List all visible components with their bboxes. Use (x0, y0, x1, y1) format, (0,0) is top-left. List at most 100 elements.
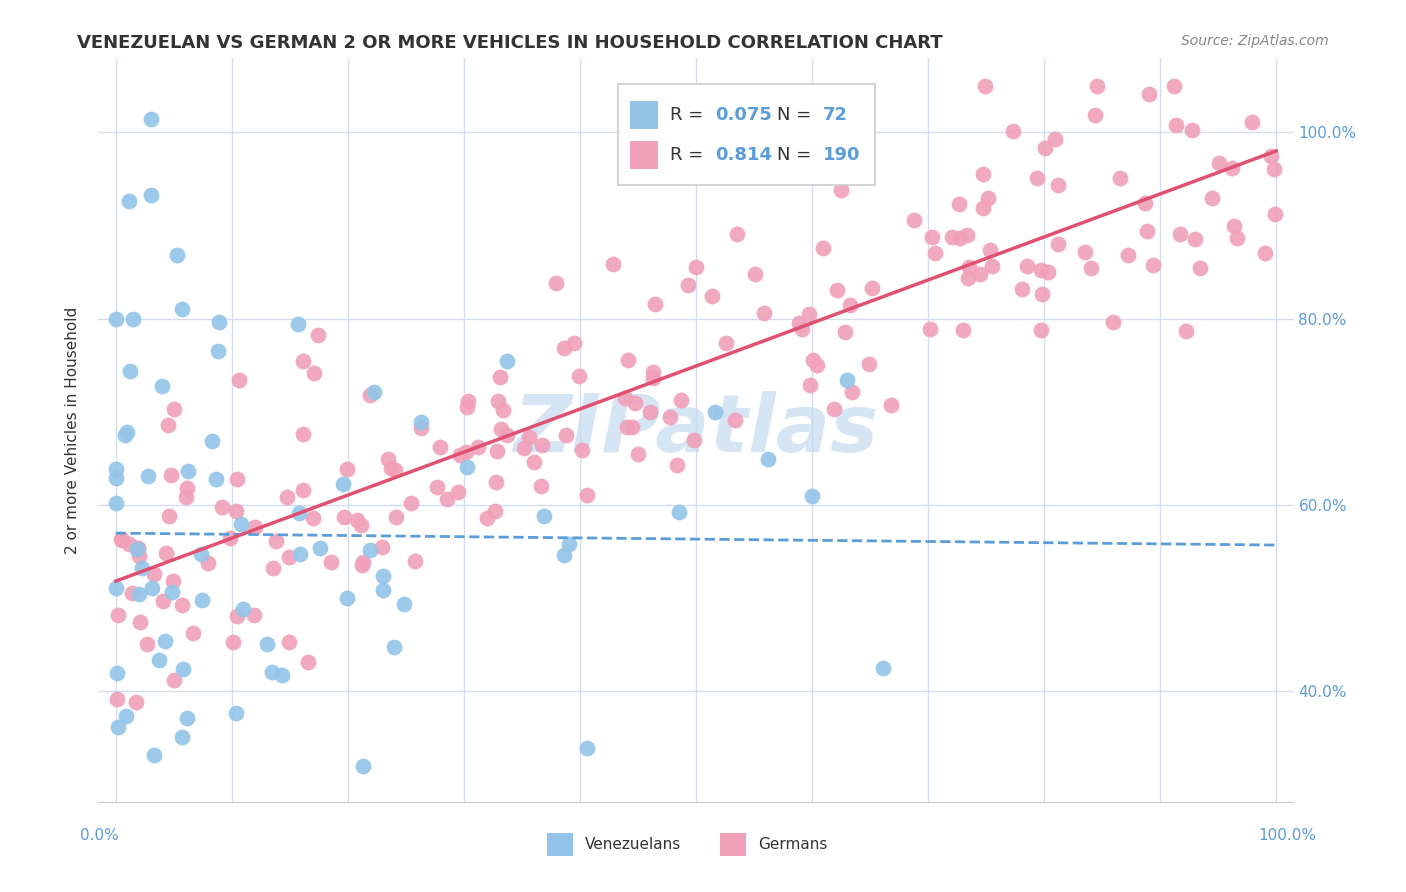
Point (153, 634, 176, 648)
Point (191, 593, 214, 607)
Point (787, 316, 810, 330)
Point (792, 322, 814, 336)
Point (1085, 78, 1108, 93)
Point (207, 343, 229, 358)
Bar (720, 832, 747, 856)
Point (291, 483, 314, 497)
Point (1109, 170, 1132, 185)
Point (558, 537, 581, 551)
Point (752, 306, 775, 320)
Point (190, 547, 212, 561)
Point (643, 366, 665, 380)
Point (404, 554, 426, 568)
Point (456, 400, 478, 414)
Point (122, 311, 145, 326)
Point (495, 427, 517, 442)
Point (162, 574, 184, 588)
Point (488, 369, 510, 384)
Text: 0.814: 0.814 (716, 145, 772, 164)
Point (1201, 191, 1223, 205)
Point (1047, 178, 1070, 193)
Point (872, 661, 894, 675)
Point (955, 228, 977, 243)
Point (827, 284, 849, 298)
Point (575, 488, 598, 502)
Point (1223, 219, 1246, 234)
Point (319, 555, 342, 569)
Text: VENEZUELAN VS GERMAN 2 OR MORE VEHICLES IN HOUSEHOLD CORRELATION CHART: VENEZUELAN VS GERMAN 2 OR MORE VEHICLES … (77, 34, 943, 52)
Point (921, 230, 943, 244)
Point (744, 267, 766, 281)
Point (1084, 107, 1107, 121)
Point (333, 510, 356, 524)
Point (492, 402, 515, 417)
Point (484, 504, 506, 518)
Point (370, 541, 392, 555)
Point (924, 245, 946, 260)
Point (1181, 123, 1204, 137)
Point (1175, 324, 1198, 338)
Text: N =: N = (778, 145, 817, 164)
Point (969, 267, 991, 281)
Point (309, 541, 332, 555)
Point (243, 520, 266, 534)
Point (411, 415, 433, 429)
Point (225, 706, 247, 720)
Point (669, 393, 692, 408)
Point (841, 384, 863, 399)
Point (703, 405, 725, 419)
Point (170, 730, 193, 744)
Point (979, 243, 1001, 257)
Text: 0.0%: 0.0% (80, 828, 120, 843)
Point (668, 505, 690, 519)
Point (266, 533, 288, 548)
Text: ZIPatlas: ZIPatlas (513, 392, 879, 469)
Point (1263, 162, 1285, 177)
Point (128, 587, 150, 601)
Point (880, 398, 903, 412)
Point (359, 543, 381, 558)
Point (1208, 155, 1230, 169)
Point (1031, 286, 1053, 301)
Point (1116, 248, 1139, 262)
Point (530, 479, 553, 493)
Point (409, 421, 432, 435)
Text: 0.075: 0.075 (716, 106, 772, 124)
Point (617, 352, 640, 367)
Point (1046, 236, 1069, 251)
Bar (630, 141, 658, 169)
Point (485, 475, 508, 490)
Point (952, 323, 974, 337)
Point (554, 428, 576, 442)
Point (1184, 232, 1206, 246)
Point (716, 336, 738, 351)
Point (225, 504, 247, 518)
Point (170, 599, 193, 613)
Point (602, 257, 624, 271)
Point (105, 471, 128, 485)
Point (1163, 78, 1185, 93)
Point (1136, 224, 1159, 238)
Point (644, 297, 666, 311)
Text: R =: R = (669, 106, 709, 124)
Point (811, 241, 834, 255)
Point (166, 248, 188, 262)
Point (562, 335, 585, 350)
Point (977, 190, 1000, 204)
Point (142, 748, 165, 763)
Point (614, 391, 637, 405)
Point (156, 418, 179, 433)
Point (624, 396, 647, 410)
Point (806, 358, 828, 372)
Point (676, 277, 699, 292)
Point (1031, 323, 1053, 337)
Point (641, 371, 664, 385)
Point (232, 602, 254, 616)
Point (1164, 118, 1187, 132)
Point (948, 197, 970, 211)
Point (277, 550, 299, 565)
Point (262, 665, 284, 680)
Point (823, 402, 845, 417)
Point (429, 441, 451, 455)
Point (278, 634, 301, 648)
